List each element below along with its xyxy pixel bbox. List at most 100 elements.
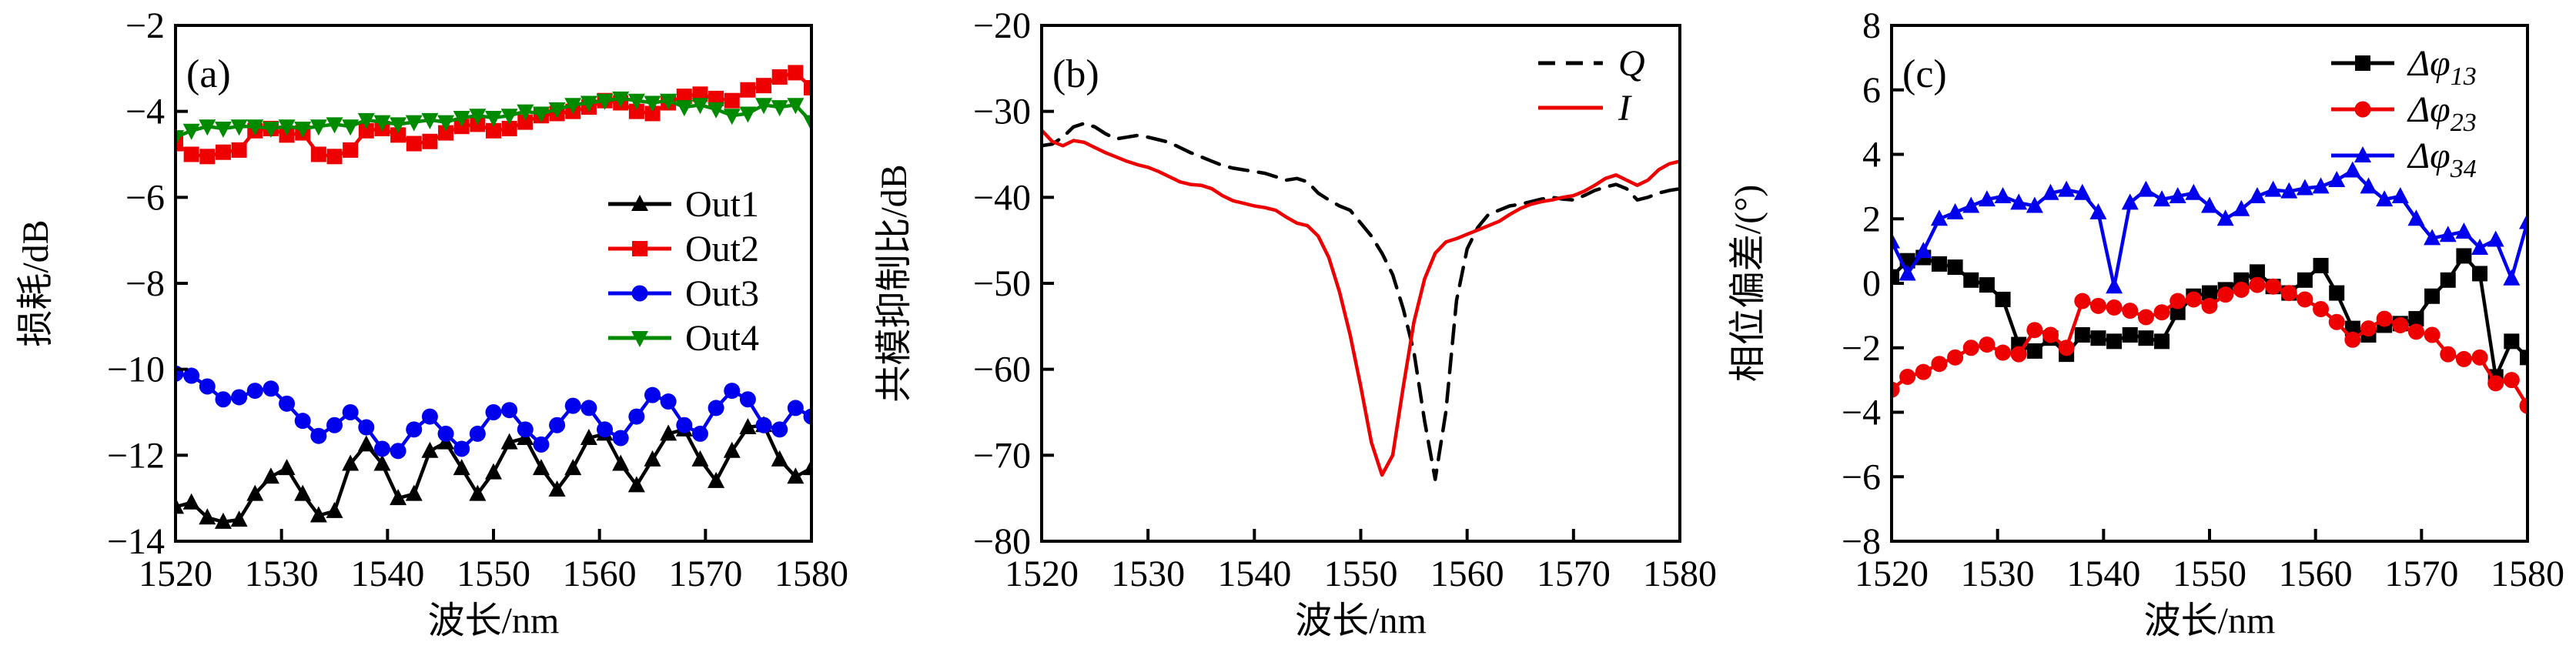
y-tick-label: −6: [1842, 457, 1881, 497]
x-tick-label: 1580: [774, 554, 848, 594]
marker-triangle-up: [631, 195, 648, 211]
marker-square: [486, 122, 501, 139]
marker-circle: [2503, 372, 2520, 389]
x-tick-label: 1580: [1643, 554, 1717, 594]
marker-triangle-down: [405, 115, 423, 132]
marker-square: [2424, 288, 2441, 304]
marker-circle: [803, 408, 811, 425]
marker-circle: [2424, 326, 2441, 343]
x-tick-label: 1530: [245, 554, 319, 594]
series-group: [1042, 122, 1680, 481]
marker-circle: [2440, 346, 2457, 363]
marker-triangle-up: [182, 493, 200, 510]
legend-item-dphi34: Δφ34: [2331, 135, 2477, 183]
marker-circle: [2010, 346, 2027, 363]
marker-square: [176, 135, 183, 152]
marker-square: [326, 149, 343, 165]
marker-triangle-up: [176, 497, 184, 514]
marker-triangle-up: [1915, 242, 1932, 259]
marker-circle: [755, 416, 772, 433]
marker-circle: [294, 413, 311, 430]
marker-square: [2202, 285, 2217, 301]
marker-triangle-down: [199, 119, 216, 136]
marker-circle: [199, 378, 216, 395]
marker-circle: [215, 391, 232, 408]
legend-item-Out3: Out3: [608, 273, 759, 314]
marker-square: [358, 122, 374, 139]
marker-circle: [676, 416, 693, 433]
marker-circle: [2328, 313, 2345, 330]
marker-triangle-up: [2503, 269, 2521, 286]
marker-triangle-up: [2354, 146, 2371, 162]
marker-circle: [263, 380, 279, 397]
marker-circle: [2137, 309, 2154, 326]
marker-triangle-up: [612, 454, 630, 471]
panel-label: (a): [186, 52, 231, 96]
legend-label-text: Out1: [685, 184, 759, 225]
marker-circle: [1947, 349, 1964, 366]
legend-label: I: [1618, 88, 1632, 129]
marker-triangle-down: [421, 112, 439, 129]
marker-circle: [660, 393, 677, 410]
series-I: [1042, 128, 1680, 477]
marker-square: [1892, 269, 1899, 285]
marker-triangle-up: [326, 501, 343, 518]
marker-triangle-up: [2073, 183, 2091, 200]
marker-square: [2472, 266, 2488, 282]
y-tick-label: −6: [125, 177, 165, 218]
marker-circle: [310, 427, 327, 444]
marker-circle: [739, 391, 756, 408]
x-tick-label: 1570: [668, 554, 742, 594]
marker-square: [2520, 350, 2527, 366]
marker-triangle-down: [532, 106, 550, 123]
marker-circle: [2407, 323, 2424, 340]
marker-triangle-down: [803, 115, 811, 132]
x-axis-title: 波长/nm: [2144, 600, 2276, 641]
marker-triangle-down: [548, 102, 566, 119]
y-tick-label: −8: [1842, 521, 1881, 562]
marker-triangle-up: [373, 454, 391, 471]
marker-triangle-down: [723, 109, 741, 125]
marker-triangle-up: [2376, 190, 2394, 207]
marker-triangle-down: [294, 122, 312, 138]
marker-square: [199, 149, 216, 165]
marker-circle: [1995, 344, 2012, 361]
marker-circle: [2058, 340, 2075, 356]
marker-circle: [2455, 350, 2472, 367]
legend-item-Out4: Out4: [608, 318, 759, 359]
marker-circle: [2122, 303, 2139, 319]
series-Q: [1042, 122, 1680, 481]
marker-triangle-up: [708, 471, 725, 488]
marker-square: [1995, 291, 2011, 307]
marker-triangle-up: [2487, 230, 2504, 247]
marker-square: [771, 69, 788, 85]
legend-label: Out3: [685, 273, 759, 314]
marker-square: [1947, 259, 1963, 276]
marker-circle: [437, 425, 454, 442]
marker-square: [2440, 272, 2456, 288]
legend-label-text: Δφ: [2407, 135, 2451, 176]
series-Out4: [176, 91, 811, 147]
x-tick-label: 1560: [563, 554, 637, 594]
marker-triangle-down: [230, 119, 248, 136]
marker-triangle-up: [342, 454, 360, 471]
marker-triangle-up: [691, 450, 709, 467]
marker-triangle-up: [262, 467, 279, 484]
legend-label: Δφ34: [2407, 135, 2477, 183]
legend-label-text: Out4: [685, 318, 759, 359]
marker-square: [804, 79, 811, 95]
x-tick-label: 1560: [1430, 554, 1504, 594]
y-tick-label: −10: [107, 350, 165, 390]
marker-circle: [1979, 336, 1996, 353]
marker-triangle-up: [644, 450, 661, 467]
marker-triangle-down: [660, 93, 677, 110]
chart-panel-c: 1520 1530 1540 1550 1560 1570 1580 8 6 4 2 0 −2 −4 −6 −…: [1717, 0, 2576, 659]
marker-circle: [2233, 281, 2250, 298]
marker-circle: [2280, 285, 2297, 302]
marker-circle: [358, 419, 375, 436]
marker-square: [628, 103, 644, 119]
x-tick-label: 1540: [350, 554, 424, 594]
marker-triangle-down: [580, 95, 597, 112]
marker-square: [788, 65, 804, 81]
marker-square: [2344, 320, 2360, 336]
